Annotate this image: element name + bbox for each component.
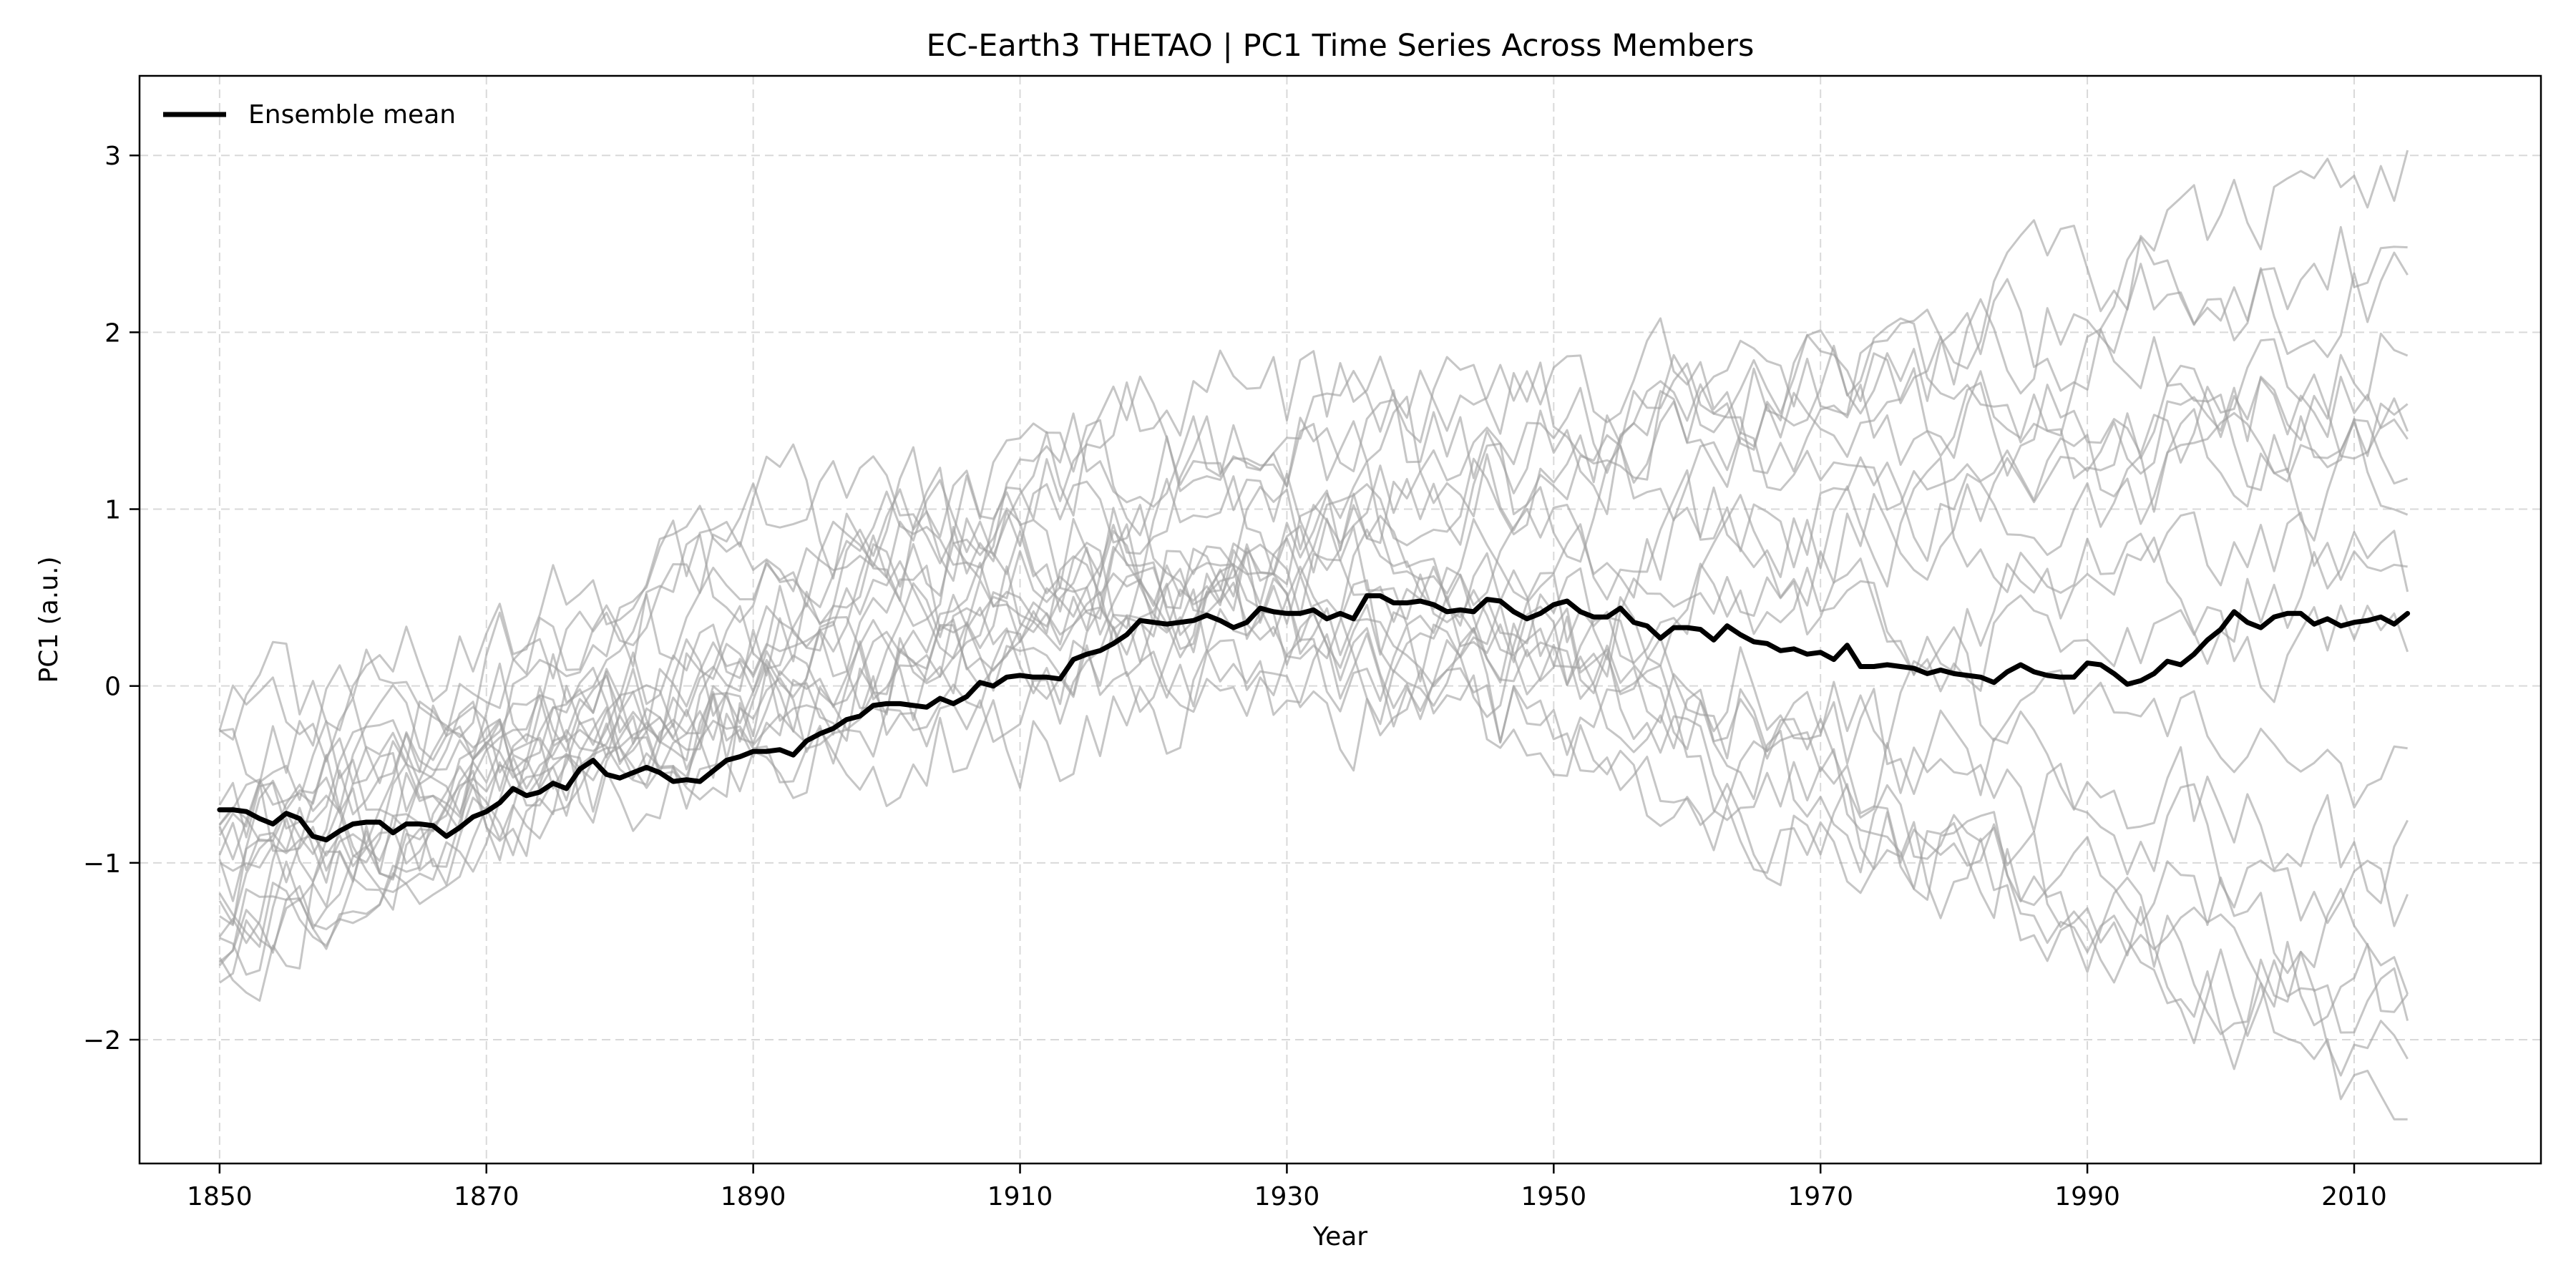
member-line (218, 150, 2409, 855)
y-tick-label: 2 (104, 318, 121, 348)
legend: Ensemble mean (163, 100, 456, 130)
member-line (218, 577, 2408, 902)
legend-label-ensemble-mean: Ensemble mean (248, 100, 456, 130)
member-line (218, 528, 2409, 945)
x-tick-label: 1850 (187, 1182, 253, 1211)
x-tick-label: 1890 (721, 1182, 786, 1211)
member-line (219, 338, 2409, 984)
member-line (218, 443, 2409, 1002)
member-line (219, 317, 2409, 976)
x-tick-label: 1950 (1521, 1182, 1586, 1211)
member-line (219, 364, 2409, 785)
member-line (218, 579, 2409, 995)
y-tick-label: 1 (104, 496, 121, 525)
member-line (218, 375, 2408, 1121)
grid-lines (140, 76, 2541, 1163)
member-line (218, 225, 2408, 925)
ensemble-members (218, 150, 2409, 1121)
y-tick-label: −1 (83, 849, 121, 879)
x-axis-label: Year (1312, 1222, 1367, 1252)
member-line (219, 251, 2409, 927)
chart-title: EC-Earth3 THETAO | PC1 Time Series Acros… (927, 28, 1755, 64)
x-axis: 1850 1870 1890 1910 1930 1950 1970 1990 2010 (187, 1163, 2387, 1211)
member-line (218, 488, 2409, 1027)
x-tick-label: 1970 (1787, 1182, 1853, 1211)
member-line (218, 475, 2409, 1077)
series-line-ensemble-mean (217, 593, 2411, 843)
member-line (218, 411, 2409, 839)
x-tick-label: 1990 (2054, 1182, 2120, 1211)
member-line (219, 446, 2409, 1035)
x-tick-label: 1930 (1254, 1182, 1320, 1211)
x-tick-label: 1910 (987, 1182, 1053, 1211)
member-line (218, 408, 2409, 836)
y-axis-label: PC1 (a.u.) (34, 556, 64, 683)
member-line (219, 530, 2409, 872)
y-tick-label: 0 (104, 673, 121, 702)
y-tick-label: 3 (104, 142, 121, 171)
y-axis: −2 −1 0 1 2 3 (83, 142, 140, 1055)
x-tick-label: 2010 (2321, 1182, 2387, 1211)
plot-frame (138, 74, 2542, 1165)
x-tick-label: 1870 (454, 1182, 519, 1211)
y-tick-label: −2 (83, 1026, 121, 1055)
